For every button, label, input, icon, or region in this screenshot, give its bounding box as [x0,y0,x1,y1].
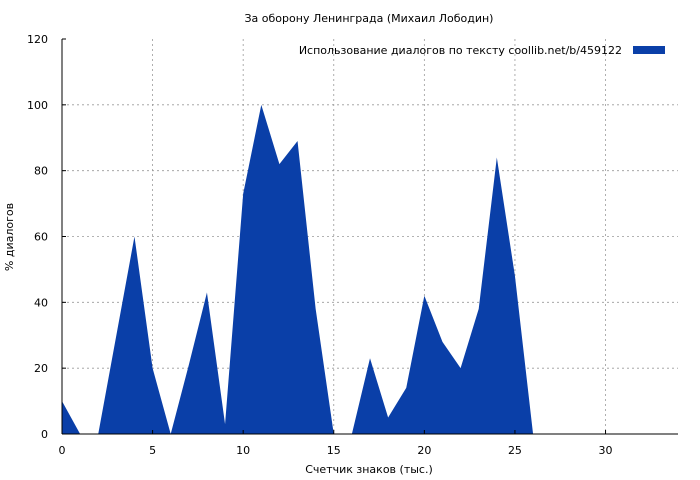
y-tick-label: 60 [34,231,48,244]
x-tick-label: 0 [59,444,66,457]
x-tick-label: 5 [149,444,156,457]
series-area-group [62,104,660,434]
y-axis-label: % диалогов [3,203,16,271]
y-tick-label: 40 [34,296,48,309]
y-tick-label: 20 [34,362,48,375]
legend-swatch [633,46,665,54]
y-tick-label: 80 [34,165,48,178]
x-tick-label: 15 [327,444,341,457]
x-tick-label: 10 [236,444,250,457]
x-tick-label: 25 [508,444,522,457]
grid [62,39,678,434]
y-tick-label: 120 [27,33,48,46]
axes [61,38,678,435]
x-axis-label: Счетчик знаков (тыс.) [305,463,433,476]
x-tick-label: 20 [417,444,431,457]
series-area-0 [62,104,660,434]
chart-title: За оборону Ленинграда (Михаил Лободин) [245,12,494,25]
y-tick-label: 0 [41,428,48,441]
x-tick-label: 30 [599,444,613,457]
y-tick-label: 100 [27,99,48,112]
legend-label: Использование диалогов по тексту coollib… [299,44,622,57]
legend: Использование диалогов по тексту coollib… [299,44,665,57]
tick-labels: 0 20 40 60 80 100 120 0 5 10 15 20 25 30 [27,33,613,457]
